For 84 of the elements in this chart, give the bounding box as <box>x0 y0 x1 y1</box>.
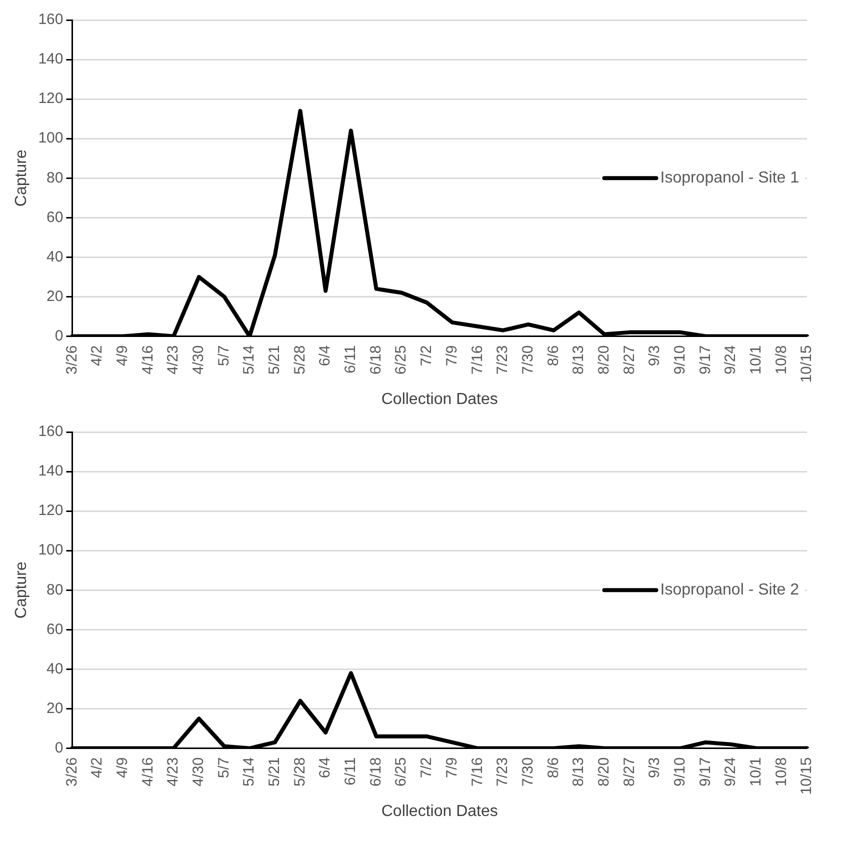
x-tick-label: 10/8 <box>772 757 790 786</box>
y-tick-label: 0 <box>54 327 64 344</box>
x-tick-label: 4/2 <box>88 345 106 366</box>
x-tick-label: 8/27 <box>620 757 638 786</box>
x-tick-label: 9/17 <box>696 757 714 786</box>
x-axis-title: Collection Dates <box>381 390 498 408</box>
x-tick-label: 5/21 <box>266 345 284 374</box>
x-tick-label: 4/30 <box>190 345 208 374</box>
x-tick-label: 10/1 <box>747 757 764 786</box>
x-tick-label: 6/18 <box>367 345 384 374</box>
x-tick-label: 8/27 <box>620 345 638 374</box>
y-tick-label: 20 <box>46 700 64 717</box>
x-tick-label: 5/7 <box>215 757 232 778</box>
y-tick-label: 160 <box>38 423 64 440</box>
x-tick-label: 5/14 <box>240 345 258 374</box>
x-tick-label: 6/11 <box>342 345 360 374</box>
x-tick-label: 7/9 <box>443 345 460 366</box>
y-tick-label: 40 <box>46 660 64 678</box>
x-tick-label: 3/26 <box>63 345 80 374</box>
x-tick-label: 4/23 <box>164 345 182 374</box>
x-tick-label: 9/24 <box>722 757 740 786</box>
y-axis-title: Capture <box>13 150 30 207</box>
x-tick-label: 5/14 <box>240 757 258 786</box>
x-tick-label: 9/17 <box>696 345 714 374</box>
x-tick-label: 10/15 <box>798 757 816 795</box>
x-tick-label: 6/4 <box>316 757 334 778</box>
x-tick-label: 4/9 <box>114 757 132 778</box>
x-tick-label: 7/23 <box>494 757 512 786</box>
x-tick-label: 6/25 <box>392 345 410 374</box>
x-tick-label: 5/28 <box>291 757 308 786</box>
x-tick-label: 6/11 <box>342 757 360 786</box>
x-tick-label: 9/24 <box>722 345 740 374</box>
x-tick-label: 10/15 <box>798 345 816 383</box>
x-tick-label: 10/8 <box>772 345 790 374</box>
y-tick-label: 20 <box>46 288 64 305</box>
y-tick-label: 60 <box>46 208 64 226</box>
y-tick-label: 140 <box>38 50 64 68</box>
x-tick-label: 5/21 <box>266 757 284 786</box>
x-tick-label: 7/2 <box>418 757 436 778</box>
legend-label: Isopropanol - Site 1 <box>660 170 800 187</box>
y-tick-label: 120 <box>38 90 64 108</box>
x-tick-label: 8/13 <box>570 345 588 374</box>
x-tick-label: 7/30 <box>519 757 536 786</box>
y-tick-label: 100 <box>38 130 64 147</box>
x-tick-label: 4/16 <box>139 757 156 786</box>
y-tick-label: 60 <box>46 620 64 638</box>
x-tick-label: 6/18 <box>367 757 384 786</box>
x-tick-label: 8/6 <box>544 345 562 366</box>
x-tick-label: 5/7 <box>215 345 232 366</box>
x-tick-label: 6/25 <box>392 757 410 786</box>
y-tick-label: 0 <box>54 739 64 756</box>
y-tick-label: 40 <box>46 248 64 266</box>
y-tick-label: 120 <box>38 502 64 520</box>
x-tick-label: 9/10 <box>671 345 688 374</box>
x-tick-label: 6/4 <box>316 345 334 366</box>
x-tick-label: 9/3 <box>646 757 664 778</box>
y-tick-label: 140 <box>38 462 64 480</box>
y-axis-title: Capture <box>13 562 30 619</box>
x-tick-label: 7/30 <box>519 345 536 374</box>
y-tick-label: 100 <box>38 542 64 559</box>
y-tick-label: 160 <box>38 11 64 28</box>
legend-label: Isopropanol - Site 2 <box>660 582 800 599</box>
y-tick-label: 80 <box>46 169 64 186</box>
x-tick-label: 4/30 <box>190 757 208 786</box>
x-tick-label: 4/2 <box>88 757 106 778</box>
x-tick-label: 8/20 <box>595 345 612 374</box>
x-tick-label: 3/26 <box>63 757 80 786</box>
x-tick-label: 4/9 <box>114 345 132 366</box>
x-tick-label: 7/16 <box>468 757 486 786</box>
x-tick-label: 4/23 <box>164 757 182 786</box>
x-tick-label: 8/6 <box>544 757 562 778</box>
x-tick-label: 7/16 <box>468 345 486 374</box>
x-tick-label: 7/23 <box>494 345 512 374</box>
x-tick-label: 9/3 <box>646 345 664 366</box>
x-tick-label: 10/1 <box>747 345 764 374</box>
x-tick-label: 7/2 <box>418 345 436 366</box>
x-tick-label: 8/13 <box>570 757 588 786</box>
x-tick-label: 5/28 <box>291 345 308 374</box>
y-tick-label: 80 <box>46 581 64 598</box>
x-tick-label: 9/10 <box>671 757 688 786</box>
x-axis-title: Collection Dates <box>381 802 498 820</box>
x-tick-label: 4/16 <box>139 345 156 374</box>
x-tick-label: 8/20 <box>595 757 612 786</box>
x-tick-label: 7/9 <box>443 757 460 778</box>
